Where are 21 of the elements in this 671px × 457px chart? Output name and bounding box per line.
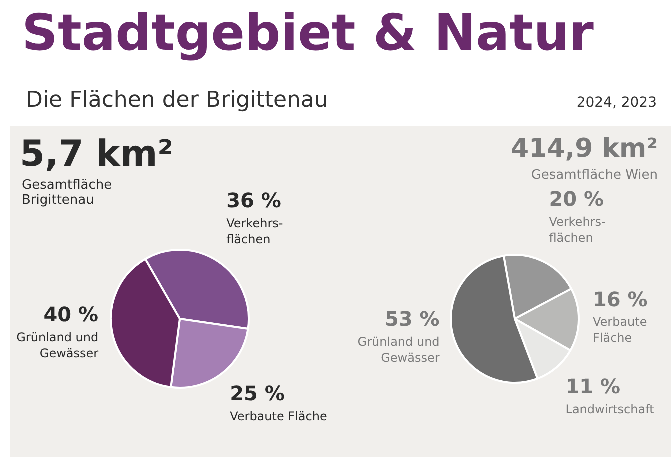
chart-title: 5,7 km² xyxy=(20,134,174,175)
text: 2024, 2023 xyxy=(576,95,657,111)
data-label: 25 % xyxy=(230,381,285,406)
slice-label: Verkehrs- flächen xyxy=(226,216,284,246)
data-label: 40 % xyxy=(44,302,99,326)
slice-label: Verkehrs- flächen xyxy=(549,215,606,246)
slice-label: Verbaute Fläche xyxy=(592,315,648,346)
chart-subtitle: Gesamtfläche Brigittenau xyxy=(22,178,114,208)
text: Die Flächen der Brigittenau xyxy=(26,88,328,113)
data-label: 20 % xyxy=(549,187,604,212)
slice-label: Grünland und Gewässer xyxy=(358,334,440,365)
chart-subtitle: Gesamtfläche Wien xyxy=(530,168,658,183)
data-label: 36 % xyxy=(226,188,282,213)
text: Stadtgebiet & Natur xyxy=(22,4,594,62)
slice-label: Landwirtschaft xyxy=(566,402,655,416)
data-label: 16 % xyxy=(592,287,648,312)
data-label: 53 % xyxy=(384,306,440,331)
chart-title: 414,9 km² xyxy=(510,134,658,164)
slice-label: Verbaute Fläche xyxy=(230,409,328,424)
slice-label: Grünland und Gewässer xyxy=(16,330,99,360)
data-label: 11 % xyxy=(566,374,621,398)
